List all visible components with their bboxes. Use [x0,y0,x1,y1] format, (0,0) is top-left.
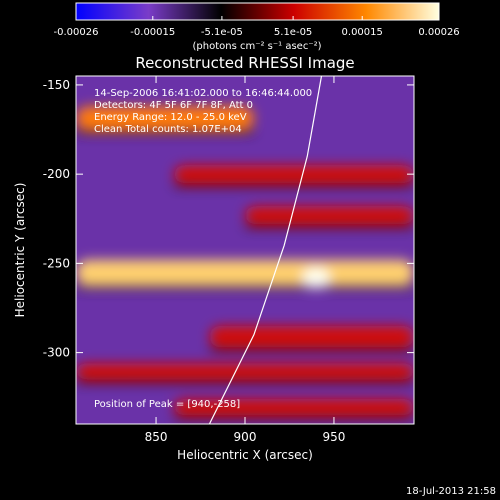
heatmap-band-edge [173,183,414,188]
heatmap-band-edge [209,347,414,352]
heatmap-band-edge [76,284,414,289]
annotation-line: Clean Total counts: 1.07E+04 [94,124,242,135]
heatmap-band-edge [173,415,414,420]
annotation-line: 14-Sep-2006 16:41:02.000 to 16:46:44.000 [94,88,312,99]
colorbar-tick-label: 5.1e-05 [274,27,312,38]
heatmap-band [76,363,414,380]
y-tick-label: -150 [43,78,70,92]
annotation-line: Detectors: 4F 5F 6F 7F 8F, Att 0 [94,100,253,111]
footer-timestamp: 18-Jul-2013 21:58 [406,486,496,497]
peak-position-label: Position of Peak = [940,-258] [94,399,240,410]
heatmap-band [173,399,414,416]
colorbar-tick-label: 0.00015 [342,27,383,38]
heatmap-band [245,206,414,225]
solar-limb-curve [208,76,323,424]
colorbar [75,2,440,21]
peak-marker [302,267,331,288]
y-tick-label: -300 [43,346,70,360]
colorbar-tick-label: 0.00026 [418,27,459,38]
colorbar-tick-label: -5.1e-05 [201,27,243,38]
y-tick-label: -250 [43,256,70,270]
heatmap-band [76,259,414,285]
y-axis-label: Heliocentric Y (arcsec) [13,183,27,318]
axes: 850 900 950 -150 -200 -250 -300 [43,76,414,444]
colorbar-tick-label: -0.00015 [130,27,175,38]
annotation-line: Energy Range: 12.0 - 25.0 keV [94,112,247,123]
colorbar-unit-label: (photons cm⁻² s⁻¹ asec⁻²) [192,41,321,52]
annotations: 14-Sep-2006 16:41:02.000 to 16:46:44.000… [94,88,312,410]
heatmap-band-edge [245,224,414,229]
heatmap-band [173,165,414,184]
heatmap-band [76,106,254,130]
x-tick-label: 850 [145,430,168,444]
colorbar-ticks: -0.00026 -0.00015 -5.1e-05 5.1e-05 0.00015 0.… [54,16,460,38]
x-axis-label: Heliocentric X (arcsec) [177,448,313,462]
x-tick-label: 900 [234,430,257,444]
heatmap-band-edge [76,129,254,134]
x-tick-label: 950 [322,430,345,444]
heatmap-band [209,325,414,348]
heatmap-band-edge [76,379,414,384]
chart-title: Reconstructed RHESSI Image [135,54,354,72]
plot-area [76,76,414,424]
colorbar-tick-label: -0.00026 [54,27,99,38]
y-tick-label: -200 [43,167,70,181]
